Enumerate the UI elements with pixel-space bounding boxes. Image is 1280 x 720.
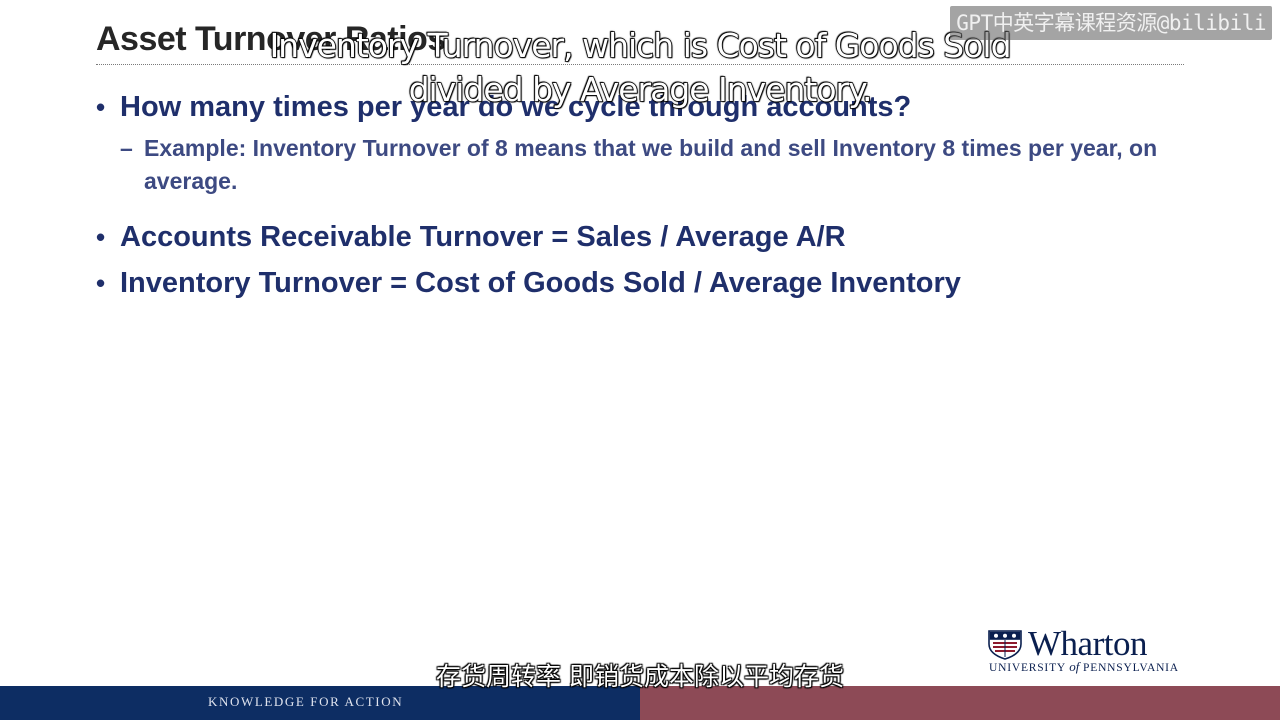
sub-bullet-item: – Example: Inventory Turnover of 8 means… (120, 132, 1184, 198)
bullet-item: • How many times per year do we cycle th… (96, 88, 1196, 126)
penn-shield-icon (988, 630, 1022, 660)
footer-right-band (640, 686, 1280, 720)
subtitle-english: Inventory Turnover, which is Cost of Goo… (269, 25, 1013, 110)
bullet-dot-icon: • (96, 92, 106, 122)
subtitle-chinese: 存货周转率 即销货成本除以平均存货 (436, 662, 844, 691)
footer-bar: KNOWLEDGE FOR ACTION (0, 686, 1280, 720)
logo-wordmark: Wharton (1028, 624, 1147, 663)
bullet-dot-icon: • (96, 222, 106, 252)
bullet-dot-icon: • (96, 268, 106, 298)
bullet-text: Inventory Turnover = Cost of Goods Sold … (120, 267, 961, 299)
bullet-text: How many times per year do we cycle thro… (120, 91, 912, 123)
sub-bullet-dash-icon: – (120, 135, 133, 161)
bullet-text: Accounts Receivable Turnover = Sales / A… (120, 221, 846, 253)
bullet-list: • How many times per year do we cycle th… (96, 88, 1196, 302)
footer-tagline: KNOWLEDGE FOR ACTION (208, 694, 404, 709)
wharton-logo: Wharton UNIVERSITY of PENNSYLVANIA (988, 624, 1198, 676)
bullet-item: • Inventory Turnover = Cost of Goods Sol… (96, 264, 1196, 302)
sub-bullet-text: Example: Inventory Turnover of 8 means t… (144, 135, 1158, 194)
slide-title: Asset Turnover Ratios (96, 20, 446, 58)
footer-left-band (0, 686, 640, 720)
title-divider (96, 64, 1184, 65)
logo-university: UNIVERSITY of PENNSYLVANIA (989, 659, 1179, 674)
bullet-item: • Accounts Receivable Turnover = Sales /… (96, 218, 1196, 256)
watermark: GPT中英字幕课程资源@bilibili (950, 6, 1272, 40)
